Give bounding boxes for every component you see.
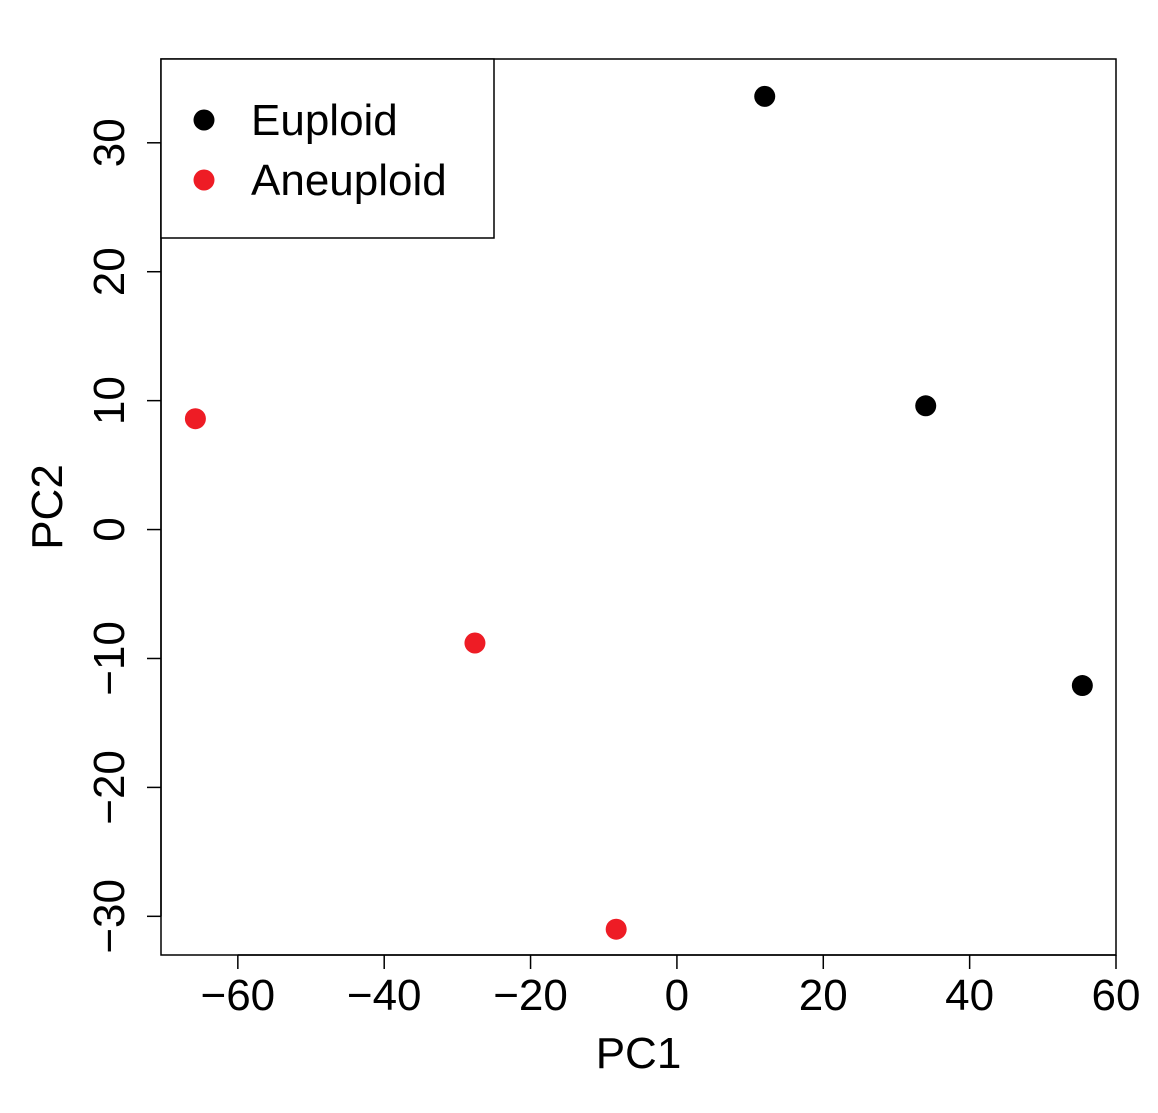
data-point [605, 918, 627, 940]
x-tick-label: −40 [347, 971, 422, 1020]
data-point [1071, 675, 1093, 697]
legend-box [160, 58, 495, 239]
legend-label: Euploid [251, 96, 398, 145]
y-tick-label: −30 [85, 879, 134, 954]
points-layer [184, 85, 1093, 940]
y-tick-label: 10 [85, 376, 134, 425]
data-point [464, 632, 486, 654]
y-tick-label: −20 [85, 750, 134, 825]
axes-layer: −60 −40 −20 0 20 40 60 −30 −20 −10 0 10 20 30 [85, 58, 1141, 1020]
y-tick-label: 30 [85, 118, 134, 167]
y-tick-label: 0 [85, 517, 134, 541]
data-point [915, 395, 937, 417]
x-axis-label: PC1 [596, 1029, 682, 1078]
data-point [754, 85, 776, 107]
legend-marker [193, 109, 215, 131]
x-tick-label: −60 [201, 971, 276, 1020]
x-tick-label: 20 [799, 971, 848, 1020]
y-tick-label: 20 [85, 247, 134, 296]
legend: Euploid Aneuploid [160, 58, 495, 239]
x-tick-label: 40 [945, 971, 994, 1020]
x-tick-label: −20 [493, 971, 568, 1020]
legend-marker [193, 169, 215, 191]
x-tick-label: 0 [665, 971, 689, 1020]
y-tick-label: −10 [85, 621, 134, 696]
y-axis-label: PC2 [23, 464, 72, 550]
x-tick-label: 60 [1092, 971, 1141, 1020]
data-point [184, 408, 206, 430]
legend-label: Aneuploid [251, 156, 447, 205]
